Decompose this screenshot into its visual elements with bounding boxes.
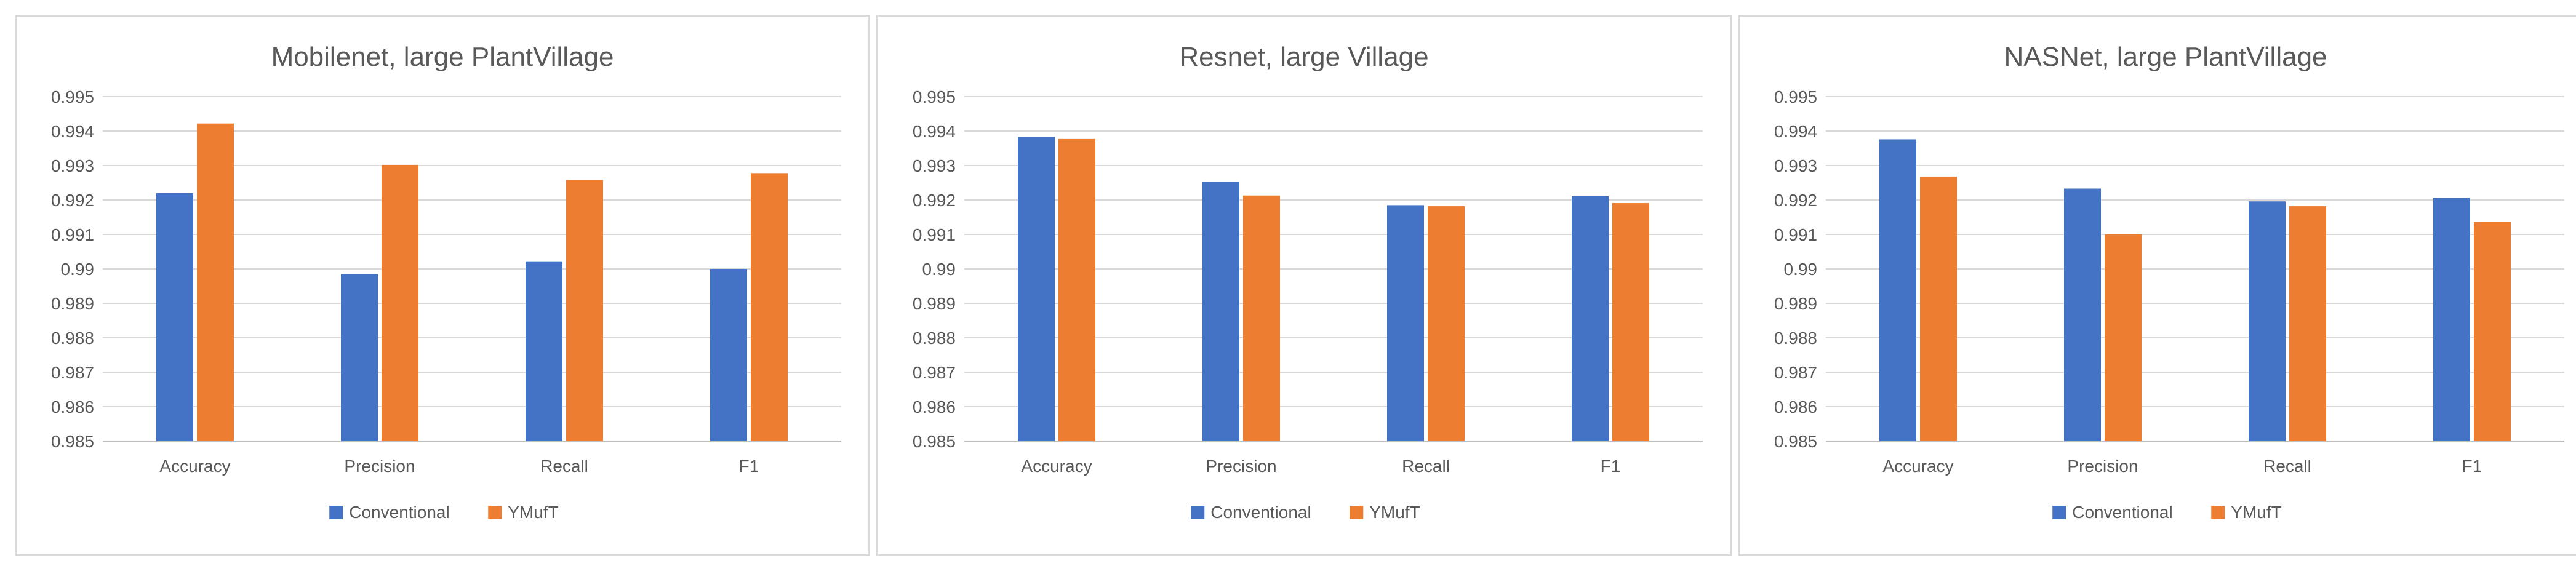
x-tick-label: Recall (2263, 457, 2311, 476)
y-tick-label: 0.988 (1774, 329, 1817, 348)
legend-swatch-conventional (2052, 506, 2066, 519)
bar-ymuft-f1 (1612, 203, 1649, 441)
y-tick-label: 0.992 (913, 191, 956, 210)
bar-ymuft-accuracy (197, 123, 234, 441)
x-tick-label: Precision (1206, 457, 1276, 476)
y-tick-label: 0.99 (1784, 260, 1818, 279)
legend-label-ymuft: YMufT (508, 503, 558, 522)
y-tick-label: 0.986 (51, 397, 94, 417)
x-tick-label: Accuracy (159, 457, 230, 476)
chart-panel-nasnet: NASNet, large PlantVillage 0.985 0.986 0.98… (1738, 15, 2576, 556)
legend-swatch-ymuft (1350, 506, 1364, 519)
y-tick-label: 0.991 (51, 225, 94, 244)
y-tick-label: 0.987 (51, 363, 94, 382)
chart-title: NASNet, large PlantVillage (2004, 42, 2327, 72)
legend-swatch-conventional (1191, 506, 1205, 519)
chart-panel-resnet: Resnet, large Village 0.985 0.986 0.987 0.98… (876, 15, 1732, 556)
bar-conventional-precision (1202, 182, 1239, 441)
legend-label-conventional: Conventional (2072, 503, 2172, 522)
y-tick-label: 0.988 (51, 329, 94, 348)
bar-ymuft-precision (382, 164, 418, 441)
legend-swatch-ymuft (488, 506, 502, 519)
bar-conventional-precision (2064, 188, 2101, 441)
bar-conventional-accuracy (156, 193, 193, 441)
y-tick-label: 0.995 (913, 87, 956, 106)
y-tick-label: 0.989 (1774, 294, 1817, 313)
y-tick-label: 0.989 (913, 294, 956, 313)
y-tick-label: 0.994 (913, 122, 956, 141)
y-tick-label: 0.995 (1774, 87, 1817, 106)
y-tick-label: 0.995 (51, 87, 94, 106)
bar-ymuft-recall (566, 180, 603, 441)
x-tick-label: F1 (739, 457, 759, 476)
bar-ymuft-precision (2105, 234, 2142, 441)
x-tick-label: Recall (540, 457, 588, 476)
bar-conventional-accuracy (1879, 139, 1916, 441)
bar-conventional-accuracy (1018, 137, 1055, 441)
bar-conventional-f1 (710, 269, 747, 441)
chart-svg-resnet: Resnet, large Village 0.985 0.986 0.987 0.98… (913, 42, 1703, 522)
chart-panel-mobilenet: Mobilenet, large PlantVillage 0.985 0.986 0… (15, 15, 870, 556)
bar-conventional-precision (341, 274, 378, 441)
y-tick-label: 0.988 (913, 329, 956, 348)
bar-ymuft-recall (1428, 206, 1465, 441)
x-tick-label: Accuracy (1021, 457, 1092, 476)
bar-ymuft-recall (2289, 206, 2326, 441)
y-tick-label: 0.991 (913, 225, 956, 244)
y-tick-label: 0.992 (1774, 191, 1817, 210)
y-tick-label: 0.987 (1774, 363, 1817, 382)
chart-svg-nasnet: NASNet, large PlantVillage 0.985 0.986 0.98… (1774, 42, 2564, 522)
y-tick-label: 0.986 (913, 397, 956, 417)
legend-label-ymuft: YMufT (1369, 503, 1420, 522)
y-tick-label: 0.99 (61, 260, 95, 279)
y-tick-label: 0.993 (913, 156, 956, 175)
chart-svg-mobilenet: Mobilenet, large PlantVillage 0.985 0.986 0… (51, 42, 841, 522)
legend-swatch-conventional (329, 506, 343, 519)
x-tick-label: Precision (2067, 457, 2138, 476)
y-tick-label: 0.993 (51, 156, 94, 175)
bar-conventional-recall (2249, 201, 2286, 441)
bar-ymuft-f1 (751, 173, 788, 441)
legend-label-conventional: Conventional (1210, 503, 1311, 522)
x-tick-label: Precision (344, 457, 415, 476)
y-tick-label: 0.99 (922, 260, 956, 279)
x-tick-label: F1 (2462, 457, 2482, 476)
chart-title: Mobilenet, large PlantVillage (271, 42, 614, 72)
y-tick-label: 0.994 (1774, 122, 1817, 141)
bar-ymuft-accuracy (1920, 176, 1957, 441)
bar-conventional-f1 (1572, 196, 1609, 441)
chart-title: Resnet, large Village (1179, 42, 1428, 72)
legend-label-ymuft: YMufT (2231, 503, 2281, 522)
bar-ymuft-accuracy (1058, 138, 1095, 441)
x-tick-label: Accuracy (1882, 457, 1953, 476)
bar-ymuft-precision (1243, 195, 1280, 441)
y-tick-label: 0.986 (1774, 397, 1817, 417)
y-tick-label: 0.991 (1774, 225, 1817, 244)
x-tick-label: Recall (1402, 457, 1450, 476)
legend-label-conventional: Conventional (349, 503, 449, 522)
y-tick-label: 0.993 (1774, 156, 1817, 175)
bar-ymuft-f1 (2474, 222, 2511, 441)
y-tick-label: 0.985 (51, 432, 94, 451)
bar-conventional-f1 (2433, 198, 2470, 441)
bar-conventional-recall (1387, 205, 1424, 441)
y-tick-label: 0.992 (51, 191, 94, 210)
legend-swatch-ymuft (2211, 506, 2225, 519)
x-tick-label: F1 (1601, 457, 1621, 476)
y-tick-label: 0.985 (913, 432, 956, 451)
y-tick-label: 0.994 (51, 122, 94, 141)
bar-conventional-recall (526, 261, 562, 441)
y-tick-label: 0.989 (51, 294, 94, 313)
y-tick-label: 0.987 (913, 363, 956, 382)
y-tick-label: 0.985 (1774, 432, 1817, 451)
